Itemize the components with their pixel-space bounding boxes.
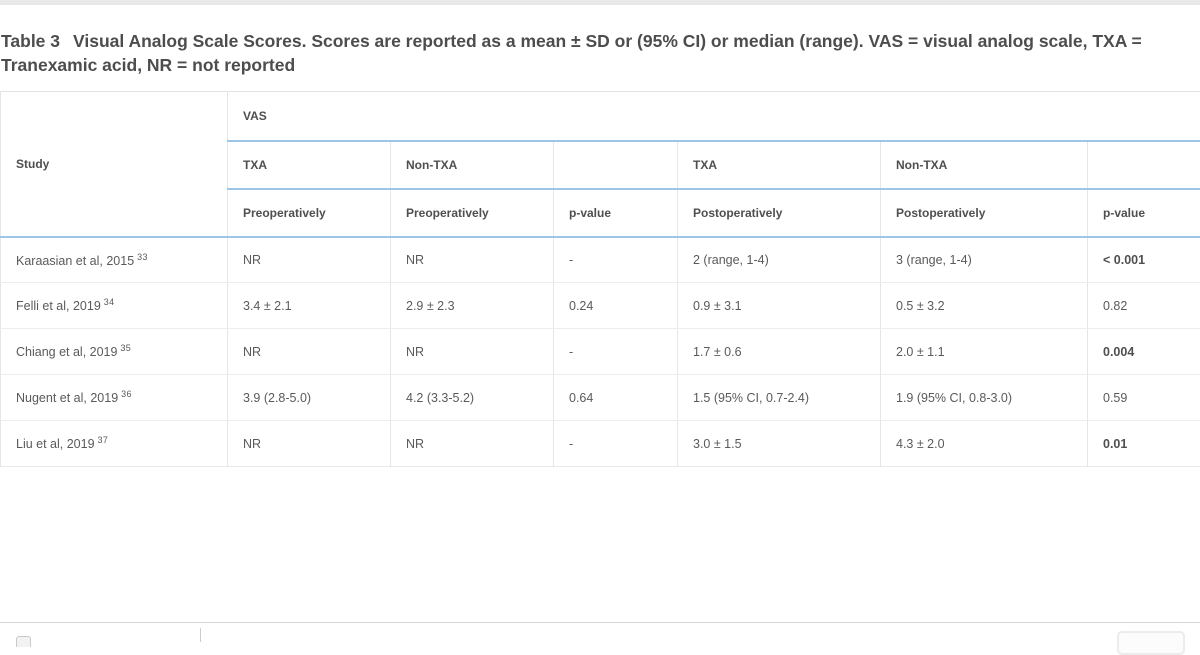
pre-txa-cell: 3.9 (2.8-5.0) [228,375,391,421]
top-divider-strip [0,0,1200,5]
post-txa-cell: 3.0 ± 1.5 [678,421,881,467]
pre-non-txa-cell: NR [391,329,554,375]
pre-p-value-cell: - [554,329,678,375]
table-caption-text: Visual Analog Scale Scores. Scores are r… [1,31,1142,75]
subgroup-header-post-txa: TXA [678,141,881,189]
pre-txa-cell: NR [228,329,391,375]
pre-p-value-cell: - [554,237,678,283]
post-txa-cell: 1.7 ± 0.6 [678,329,881,375]
column-header-pre-txa: Preoperatively [228,189,391,237]
toolbar-icon[interactable] [16,636,31,647]
toolbar-button[interactable] [1117,631,1185,655]
pre-p-value-cell: 0.24 [554,283,678,329]
study-name: Chiang et al, 2019 [16,346,117,360]
column-header-study: Study [1,92,228,237]
post-non-txa-cell: 4.3 ± 2.0 [881,421,1088,467]
column-header-post-p-value: p-value [1088,189,1200,237]
pre-txa-cell: NR [228,237,391,283]
study-name: Karaasian et al, 2015 [16,254,134,268]
citation-ref: 33 [134,252,148,262]
study-name: Liu et al, 2019 [16,438,95,452]
post-txa-cell: 0.9 ± 3.1 [678,283,881,329]
pre-p-value-cell: - [554,421,678,467]
post-p-value-cell: 0.82 [1088,283,1200,329]
vas-scores-table: Study VAS TXA Non-TXA TXA Non-TXA Preope… [0,91,1200,467]
subgroup-header-post-non-txa: Non-TXA [881,141,1088,189]
post-p-value-cell: 0.01 [1088,421,1200,467]
column-header-post-txa: Postoperatively [678,189,881,237]
post-non-txa-cell: 2.0 ± 1.1 [881,329,1088,375]
post-non-txa-cell: 0.5 ± 3.2 [881,283,1088,329]
viewer-toolbar [0,622,1200,642]
study-name: Nugent et al, 2019 [16,392,118,406]
column-header-post-non-txa: Postoperatively [881,189,1088,237]
post-txa-cell: 1.5 (95% CI, 0.7-2.4) [678,375,881,421]
pre-txa-cell: 3.4 ± 2.1 [228,283,391,329]
subgroup-header-spacer-1 [554,141,678,189]
citation-ref: 35 [117,343,131,353]
post-txa-cell: 2 (range, 1-4) [678,237,881,283]
citation-ref: 34 [101,297,115,307]
column-header-pre-non-txa: Preoperatively [391,189,554,237]
column-header-pre-p-value: p-value [554,189,678,237]
post-p-value-cell: 0.004 [1088,329,1200,375]
pre-p-value-cell: 0.64 [554,375,678,421]
study-name: Felli et al, 2019 [16,300,101,314]
toolbar-divider [200,628,201,642]
citation-ref: 36 [118,389,132,399]
table-caption-number: Table 3 [1,31,60,51]
column-group-header-vas: VAS [228,92,1200,141]
post-non-txa-cell: 3 (range, 1-4) [881,237,1088,283]
subgroup-header-spacer-2 [1088,141,1200,189]
pre-non-txa-cell: NR [391,421,554,467]
pre-txa-cell: NR [228,421,391,467]
subgroup-header-pre-non-txa: Non-TXA [391,141,554,189]
pre-non-txa-cell: NR [391,237,554,283]
post-non-txa-cell: 1.9 (95% CI, 0.8-3.0) [881,375,1088,421]
pre-non-txa-cell: 2.9 ± 2.3 [391,283,554,329]
pre-non-txa-cell: 4.2 (3.3-5.2) [391,375,554,421]
post-p-value-cell: 0.59 [1088,375,1200,421]
subgroup-header-pre-txa: TXA [228,141,391,189]
post-p-value-cell: < 0.001 [1088,237,1200,283]
citation-ref: 37 [95,435,109,445]
